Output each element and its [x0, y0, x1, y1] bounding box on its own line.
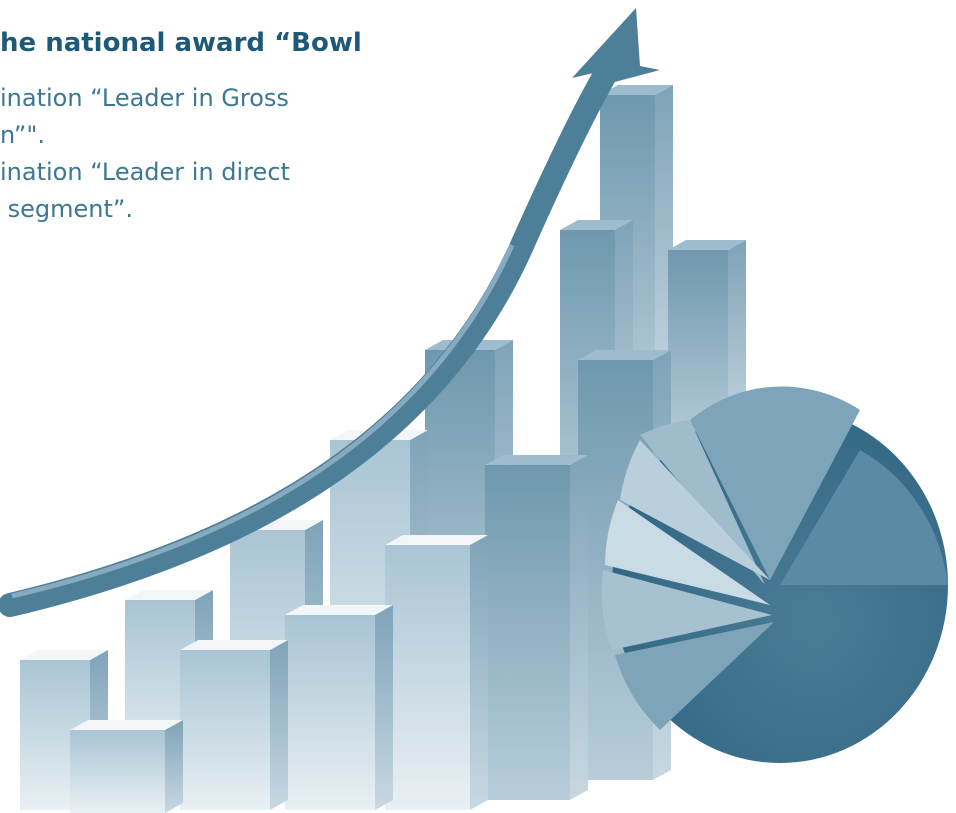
pie-slice — [690, 386, 860, 580]
bar-face — [285, 605, 393, 615]
bar-face — [165, 720, 183, 813]
pie-slice — [620, 440, 770, 580]
bar-face — [570, 455, 588, 800]
bar-face — [180, 650, 270, 810]
bar-face — [70, 720, 183, 730]
bar-face — [668, 240, 746, 250]
pie-slice — [601, 570, 772, 650]
bar-face — [270, 640, 288, 810]
bar-face — [125, 590, 213, 600]
bar-face — [600, 85, 673, 95]
decorative-pie — [601, 386, 948, 763]
bar-face — [470, 535, 488, 810]
text-line: ination “Leader in direct — [0, 158, 290, 186]
pie-slice — [615, 622, 774, 730]
bar-face — [560, 220, 633, 230]
bar-face — [285, 615, 375, 810]
arrow-shaft — [0, 63, 617, 617]
bar-face — [375, 605, 393, 810]
arrow-highlight — [11, 243, 515, 599]
bar-face — [485, 455, 588, 465]
bar-face — [385, 545, 470, 810]
bar-face — [180, 640, 288, 650]
text-line: segment”. — [0, 195, 133, 223]
award-title: he national award “Bowl — [0, 28, 362, 58]
text-line: n”". — [0, 121, 45, 149]
pie-slice — [780, 450, 948, 585]
arrow-head — [572, 8, 660, 88]
bar-face — [385, 535, 488, 545]
text-line: ination “Leader in Gross — [0, 84, 289, 112]
bar-face — [578, 350, 671, 360]
bar-face — [20, 650, 108, 660]
bar-face — [70, 730, 165, 813]
decorative-arrow — [0, 8, 660, 617]
bar-face — [485, 465, 570, 800]
pie-slice — [605, 500, 770, 605]
